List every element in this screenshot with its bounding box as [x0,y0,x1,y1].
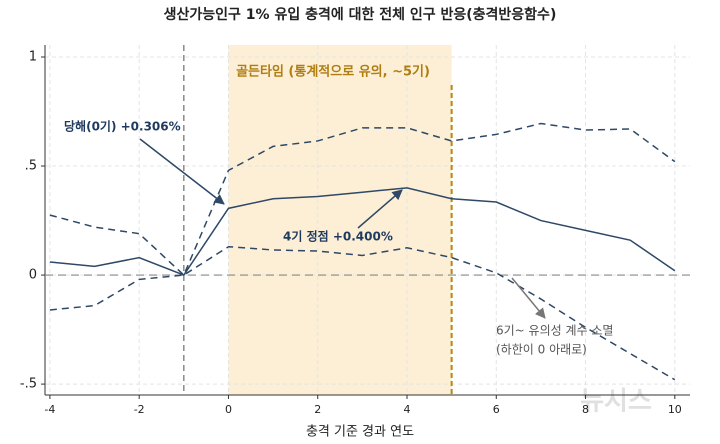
y-tick-label: .5 [25,159,37,174]
x-tick-label: 8 [582,403,589,416]
y-tick-label: -.5 [20,377,37,392]
annotation: 6기~ 유의성 계수 소멸 [496,324,613,338]
x-tick-label: -4 [44,403,55,416]
ci-line [49,122,676,277]
x-tick-label: 0 [225,403,232,416]
annotation-arrow [357,189,403,229]
annotation: (하한이 0 아래로) [496,343,587,357]
x-tick-label: 2 [314,403,321,416]
x-tick-label: 4 [404,403,411,416]
golden-window [228,45,452,395]
estimate-line [49,187,676,276]
plot-background [45,45,690,395]
x-tick-label: 6 [493,403,500,416]
watermark: 뉴시스 [580,387,652,417]
x-tick-label: -2 [134,403,145,416]
annotation: 4기 정점 +0.400% [283,229,393,244]
x-tick-label: 10 [668,403,682,416]
x-axis-label: 충격 기준 경과 연도 [306,425,414,440]
y-tick-label: 1 [29,49,37,64]
annotation: 골든타임 (통계적으로 유의, ~5기) [236,64,430,80]
ci-line [49,245,676,381]
annotation: 당해(0기) +0.306% [64,119,181,134]
annotation-arrow [511,277,546,319]
y-tick-label: 0 [29,268,37,283]
chart-title: 생산가능인구 1% 유입 충격에 대한 전체 인구 반응(충격반응함수) [164,6,557,23]
annotation-arrow [139,138,225,205]
